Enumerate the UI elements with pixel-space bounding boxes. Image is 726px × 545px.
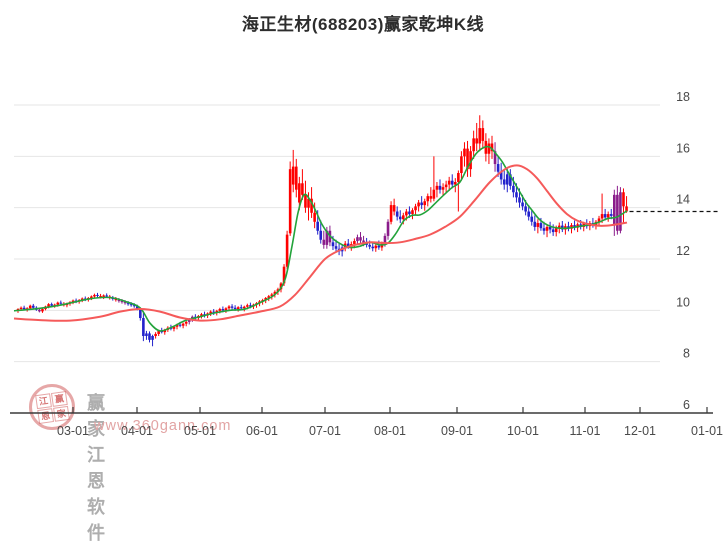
- x-tick-label: 07-01: [309, 424, 341, 438]
- x-tick-label: 08-01: [374, 424, 406, 438]
- chart-title: 海正生材(688203)赢家乾坤K线: [241, 15, 485, 34]
- x-tick-label: 04-01: [121, 424, 153, 438]
- y-tick-label: 18: [676, 90, 690, 104]
- y-tick-label: 14: [676, 193, 690, 207]
- y-axis-labels: 18 16 14 12 10 8 6: [676, 90, 690, 412]
- y-tick-label: 6: [683, 398, 690, 412]
- x-tick-label: 05-01: [184, 424, 216, 438]
- x-tick-label: 12-01: [624, 424, 656, 438]
- ma-slow-line: [13, 164, 628, 322]
- x-tick-label: 09-01: [441, 424, 473, 438]
- y-tick-label: 8: [683, 347, 690, 361]
- kline-chart[interactable]: 03-01 04-01 05-01 06-01 07-01 08-01 09-01 10-01…: [0, 0, 726, 450]
- x-axis-labels: 03-01 04-01 05-01 06-01 07-01 08-01 09-01 10-01…: [57, 424, 723, 438]
- x-tick-label: 06-01: [246, 424, 278, 438]
- ma-lines-layer: [13, 145, 628, 332]
- x-tick-label: 01-01: [691, 424, 723, 438]
- ma-fast-line: [13, 145, 628, 332]
- y-tick-label: 12: [676, 244, 690, 258]
- x-axis: [10, 407, 713, 414]
- candles-layer: [16, 115, 628, 347]
- y-tick-label: 16: [676, 141, 690, 155]
- y-tick-label: 10: [676, 295, 690, 309]
- x-tick-label: 03-01: [57, 424, 89, 438]
- x-tick-label: 10-01: [507, 424, 539, 438]
- gridlines-layer: [14, 104, 660, 363]
- watermark-url-text: www.360gann.com: [94, 418, 232, 434]
- x-tick-label: 11-01: [569, 424, 600, 438]
